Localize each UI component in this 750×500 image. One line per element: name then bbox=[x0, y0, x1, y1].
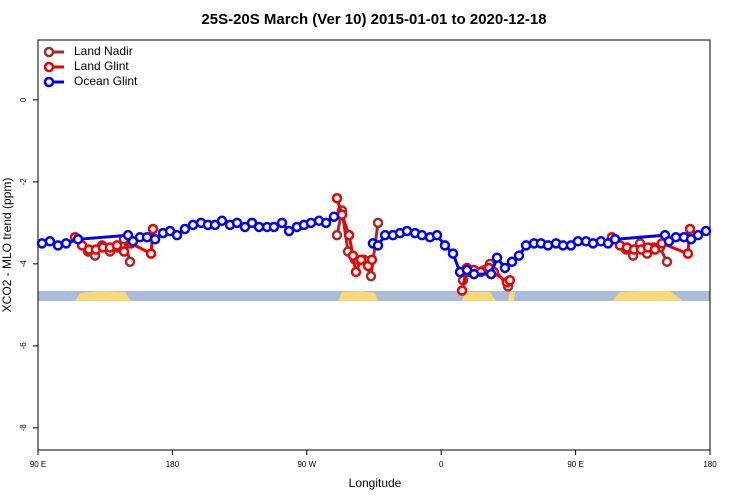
data-point bbox=[171, 229, 183, 241]
data-point bbox=[216, 215, 228, 227]
legend-marker bbox=[43, 61, 55, 73]
y-tick-label: 0 bbox=[19, 97, 28, 102]
data-point bbox=[52, 240, 64, 251]
x-tick-label: 90 E bbox=[567, 460, 583, 469]
data-point bbox=[372, 240, 384, 251]
data-point bbox=[253, 221, 265, 233]
data-point bbox=[124, 256, 136, 268]
data-point bbox=[149, 234, 161, 245]
data-point bbox=[331, 193, 343, 204]
data-point bbox=[141, 231, 153, 243]
data-point bbox=[692, 229, 704, 241]
data-point bbox=[491, 252, 503, 263]
data-point bbox=[147, 223, 159, 235]
legend-label: Land Nadir bbox=[74, 44, 133, 58]
data-point bbox=[283, 225, 295, 237]
data-point bbox=[499, 262, 511, 274]
data-point bbox=[343, 229, 355, 241]
data-point bbox=[485, 268, 497, 280]
x-tick-label: 180 bbox=[166, 460, 180, 469]
x-tick-label: 90 W bbox=[297, 460, 316, 469]
data-point bbox=[355, 254, 367, 266]
data-point bbox=[431, 229, 443, 241]
data-point bbox=[456, 285, 468, 296]
data-point bbox=[439, 240, 451, 251]
data-point bbox=[347, 250, 359, 261]
data-point bbox=[179, 223, 191, 235]
data-point bbox=[60, 238, 72, 249]
legend-label: Ocean Glint bbox=[74, 74, 138, 88]
y-tick-label: -4 bbox=[19, 260, 28, 268]
data-point bbox=[145, 248, 157, 259]
data-point bbox=[276, 217, 288, 229]
x-tick-label: 180 bbox=[703, 460, 717, 469]
legend-label: Land Glint bbox=[74, 59, 129, 73]
data-point bbox=[609, 234, 621, 245]
y-tick-label: -2 bbox=[19, 178, 28, 186]
legend-marker bbox=[43, 46, 55, 58]
chart-title: 25S-20S March (Ver 10) 2015-01-01 to 202… bbox=[201, 11, 546, 28]
data-point bbox=[187, 219, 199, 231]
y-tick-label: -6 bbox=[19, 342, 28, 350]
data-point bbox=[513, 250, 525, 261]
data-point bbox=[661, 256, 673, 268]
x-axis-label: Longitude bbox=[349, 476, 402, 490]
data-point bbox=[416, 229, 428, 241]
map-strip bbox=[38, 291, 710, 301]
data-point bbox=[320, 217, 332, 229]
data-point bbox=[328, 211, 340, 222]
data-point bbox=[118, 246, 130, 257]
data-point bbox=[670, 231, 682, 243]
data-point bbox=[468, 268, 480, 280]
data-point bbox=[72, 234, 84, 245]
data-point bbox=[365, 270, 377, 282]
data-point bbox=[542, 240, 554, 251]
data-point bbox=[372, 217, 384, 229]
data-point bbox=[366, 254, 378, 266]
data-point bbox=[649, 244, 661, 255]
data-point bbox=[504, 275, 516, 286]
data-point bbox=[305, 217, 317, 229]
data-point bbox=[231, 217, 243, 229]
data-point bbox=[700, 225, 712, 237]
legend-marker bbox=[43, 76, 55, 88]
data-point bbox=[111, 240, 123, 251]
x-tick-label: 0 bbox=[439, 460, 444, 469]
x-tick-label: 90 E bbox=[30, 460, 46, 469]
data-point bbox=[268, 221, 280, 233]
data-point bbox=[520, 240, 532, 251]
data-point bbox=[44, 236, 56, 247]
y-tick-label: -8 bbox=[19, 424, 28, 432]
data-point bbox=[684, 223, 696, 235]
data-point bbox=[506, 256, 518, 268]
data-point bbox=[350, 266, 362, 278]
data-point bbox=[447, 248, 459, 259]
data-point bbox=[331, 229, 343, 241]
data-point bbox=[682, 248, 694, 259]
data-point bbox=[401, 225, 413, 237]
data-point bbox=[336, 209, 348, 220]
data-point bbox=[572, 236, 584, 247]
y-axis-label: XCO2 - MLO trend (ppm) bbox=[0, 178, 14, 313]
